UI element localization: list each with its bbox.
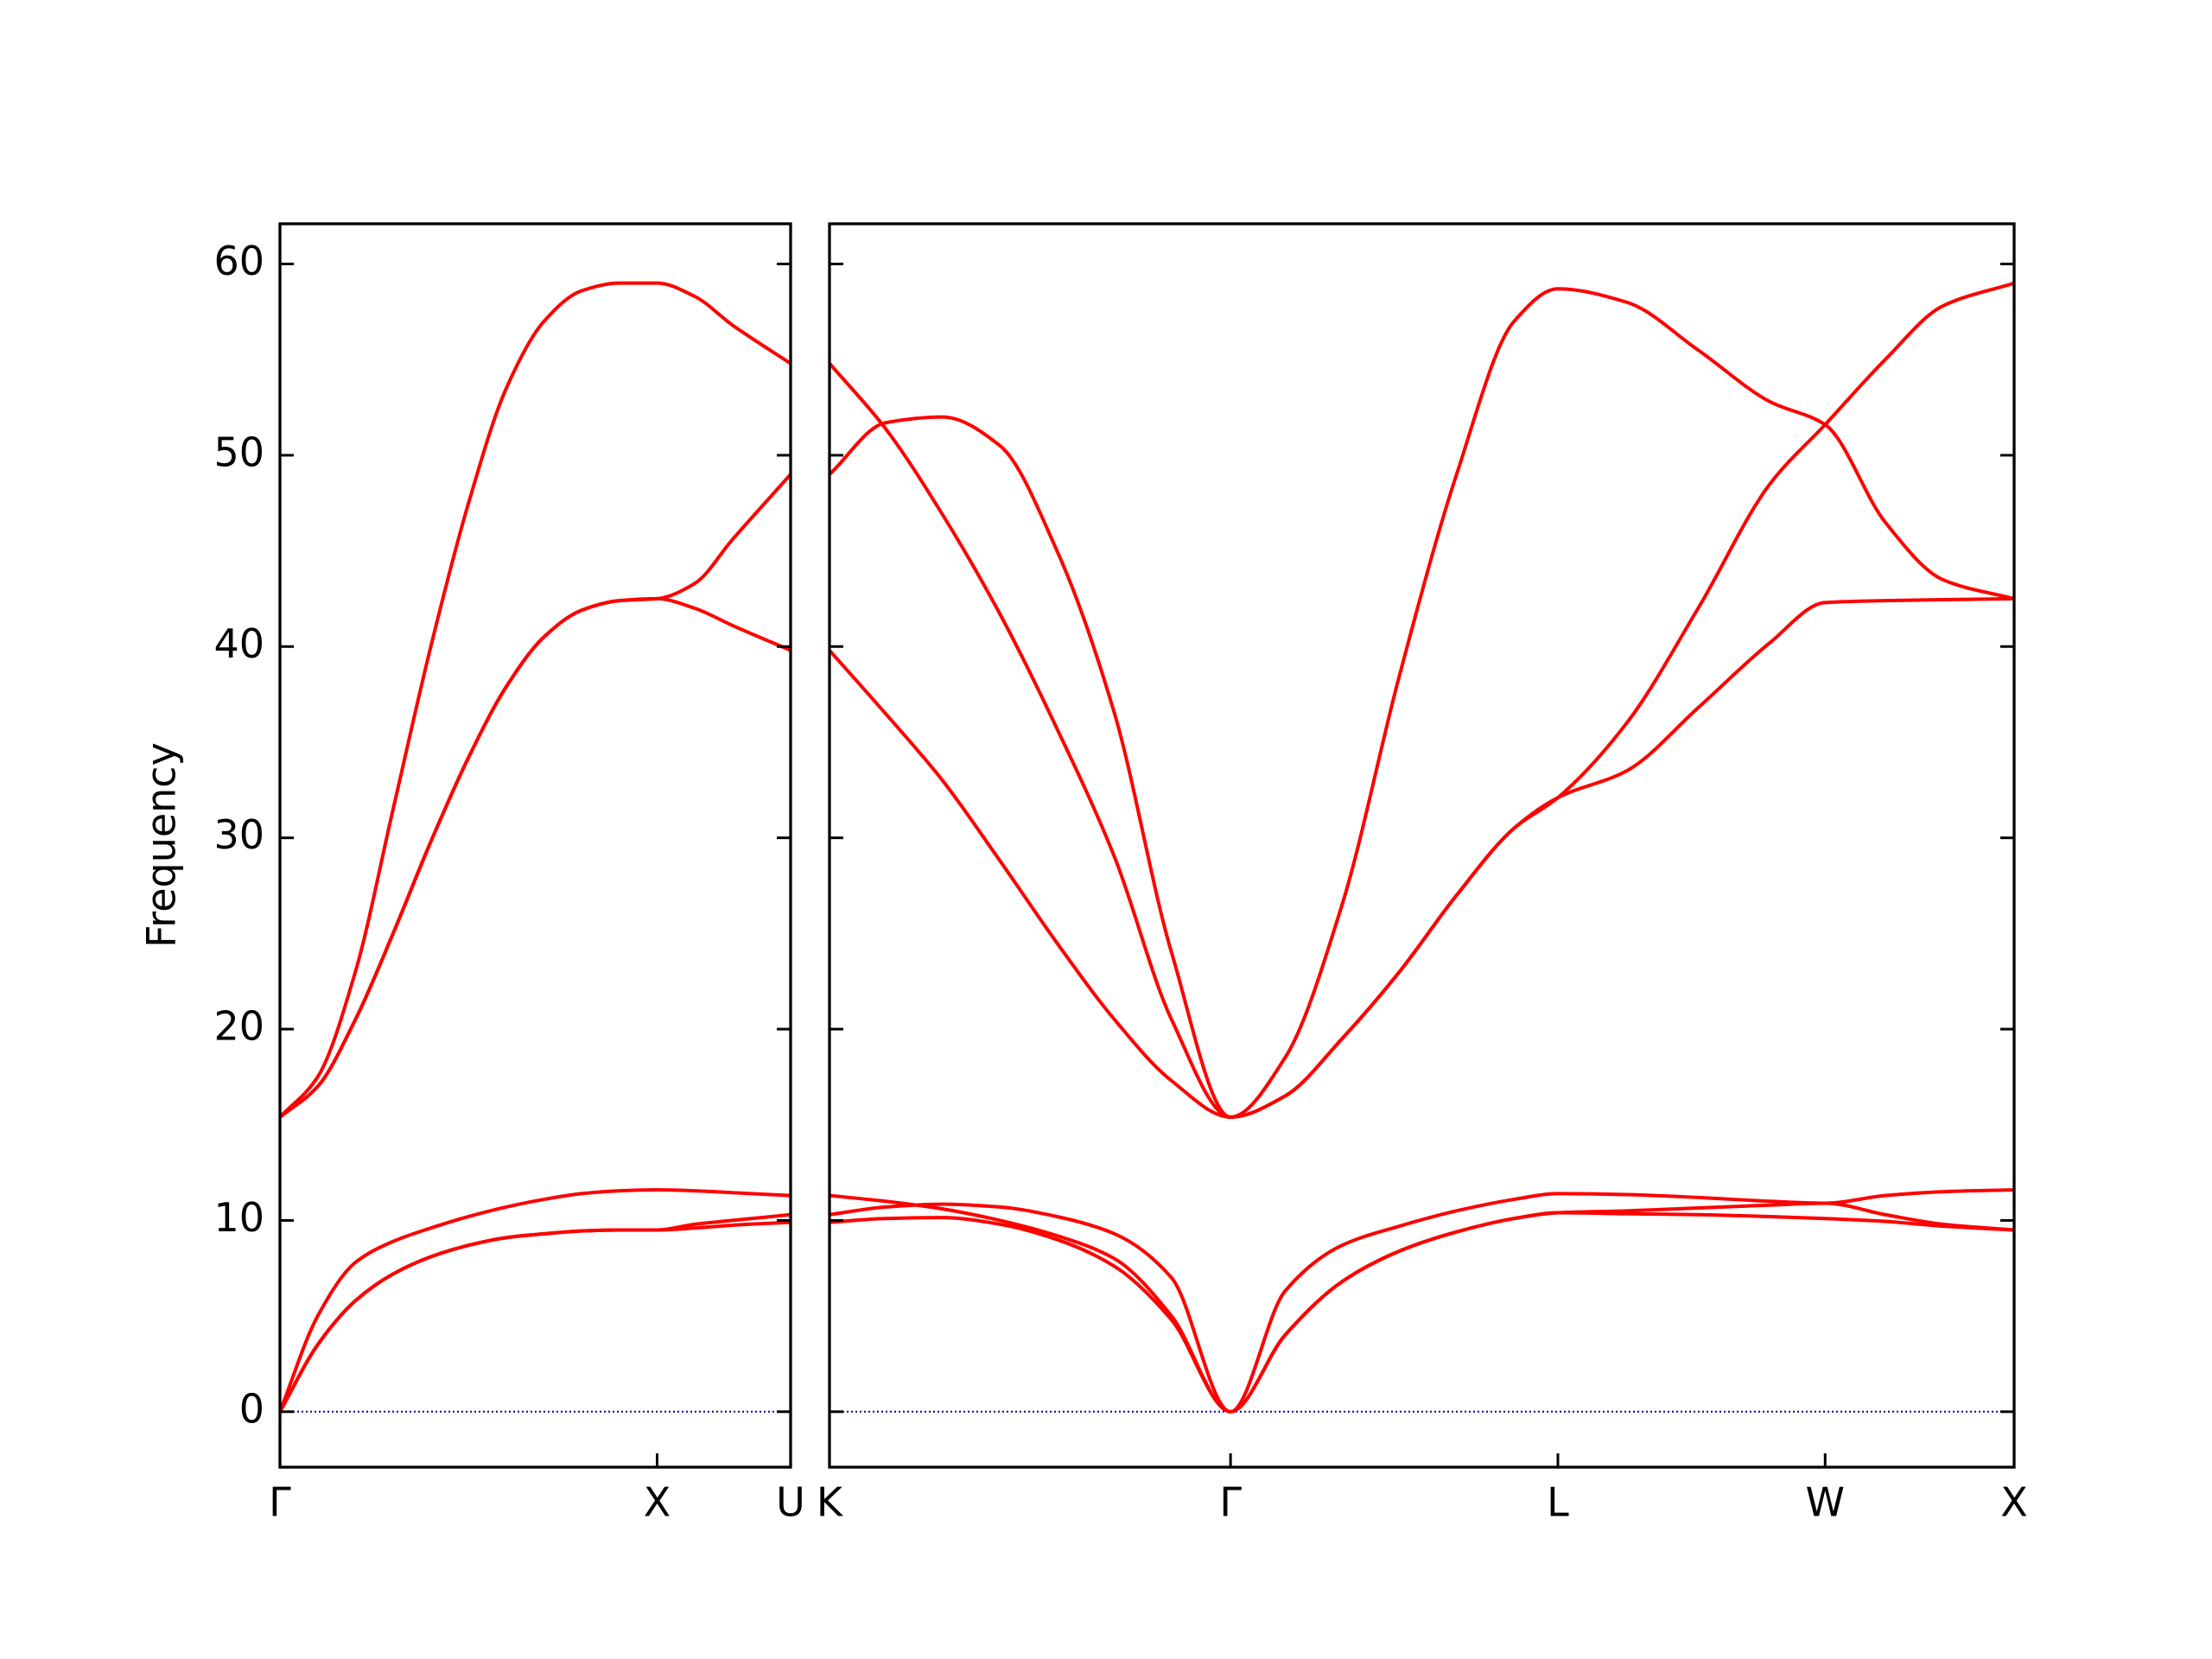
x-tick-label: L [1547, 1479, 1569, 1526]
x-tick-label: Γ [269, 1479, 291, 1526]
y-tick-label: 30 [213, 811, 264, 858]
y-tick-label: 0 [239, 1385, 264, 1432]
plot-area [280, 281, 791, 1413]
x-tick-label: U [776, 1479, 805, 1526]
x-tick-label: X [2000, 1479, 2028, 1526]
y-axis-label: Frequency [138, 742, 185, 948]
panel-frame [828, 222, 2016, 1469]
band-line [280, 1212, 791, 1413]
band-line [830, 281, 2014, 1119]
y-tick-label: 60 [213, 238, 264, 284]
x-tick-label: X [644, 1479, 671, 1526]
y-tick-label: 40 [213, 620, 264, 667]
y-tick-label: 50 [213, 429, 264, 475]
panel-frame [278, 222, 792, 1469]
y-tick-label: 20 [213, 1003, 264, 1050]
x-tick-label: Γ [1219, 1479, 1242, 1526]
band-line [280, 473, 791, 1119]
plot-area [830, 281, 2014, 1414]
x-tick-label: K [817, 1479, 844, 1526]
band-line [280, 281, 791, 1119]
band-line [830, 1187, 2014, 1414]
band-line [830, 287, 2014, 1119]
band-line [280, 1187, 791, 1413]
x-tick-label: W [1806, 1479, 1845, 1526]
y-tick-label: 10 [213, 1194, 264, 1241]
